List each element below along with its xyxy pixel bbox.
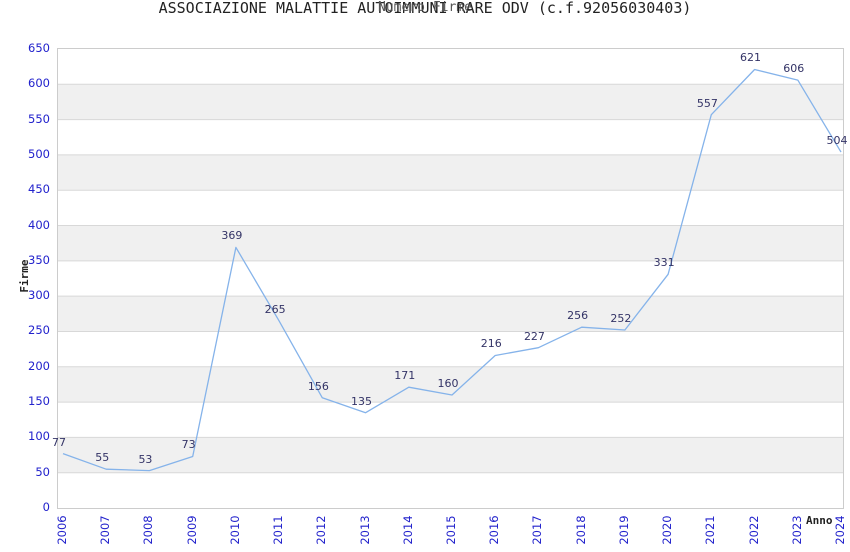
x-tick-label: 2015: [444, 515, 458, 545]
line-chart-canvas: [58, 68, 843, 474]
x-tick-label: 2020: [660, 515, 675, 545]
x-tick-label: 2011: [271, 515, 286, 545]
plot-band: [58, 84, 843, 120]
series-line: [62, 68, 842, 472]
x-tick-label: 2006: [55, 515, 69, 545]
x-tick-label: 2024: [833, 515, 847, 545]
x-tick-label: 2010: [227, 515, 242, 545]
y-tick-label: 250: [28, 323, 50, 338]
plot-band: [58, 225, 843, 261]
x-tick-label: 2014: [400, 515, 415, 545]
y-tick-label: 400: [28, 217, 50, 232]
x-tick-label: 2019: [616, 515, 631, 545]
x-tick-label: 2022: [746, 515, 761, 545]
plot-area: [57, 48, 844, 509]
x-tick-label: 2013: [357, 515, 372, 545]
y-tick-label: 50: [35, 464, 50, 479]
plot-band: [58, 366, 843, 403]
y-tick-label: 500: [28, 146, 50, 161]
y-tick-label: 300: [28, 288, 50, 303]
x-tick-label: 2018: [573, 515, 588, 545]
chart-subtitle: Numero Firme: [378, 0, 472, 15]
x-tick-label: 2012: [314, 515, 329, 545]
x-tick-label: 2023: [789, 515, 804, 545]
y-tick-label: 350: [28, 252, 50, 267]
x-tick-label: 2017: [530, 515, 545, 545]
y-tick-label: 600: [28, 76, 50, 91]
y-axis-ticks: 0 50 100 150 200 250 300 350 400 450 500 550 600 650: [0, 41, 50, 514]
y-tick-label: 450: [28, 182, 50, 197]
y-tick-label: 100: [28, 429, 50, 444]
y-tick-label: 550: [28, 111, 50, 126]
y-tick-label: 200: [28, 358, 50, 373]
x-tick-label: 2021: [703, 515, 718, 545]
plot-band: [58, 154, 843, 191]
x-tick-label: 2007: [98, 515, 113, 545]
x-axis-title: Anno: [806, 514, 833, 527]
chart-title: ASSOCIAZIONE MALATTIE AUTOIMMUNI RARE OD…: [158, 0, 692, 17]
plot-band: [58, 437, 843, 473]
y-tick-label: 0: [42, 500, 50, 514]
x-tick-label: 2016: [487, 515, 502, 545]
x-tick-label: 2009: [184, 515, 199, 545]
y-tick-label: 650: [28, 41, 50, 55]
y-tick-label: 150: [28, 394, 50, 409]
x-tick-label: 2008: [141, 515, 156, 545]
plot-band: [58, 296, 843, 332]
